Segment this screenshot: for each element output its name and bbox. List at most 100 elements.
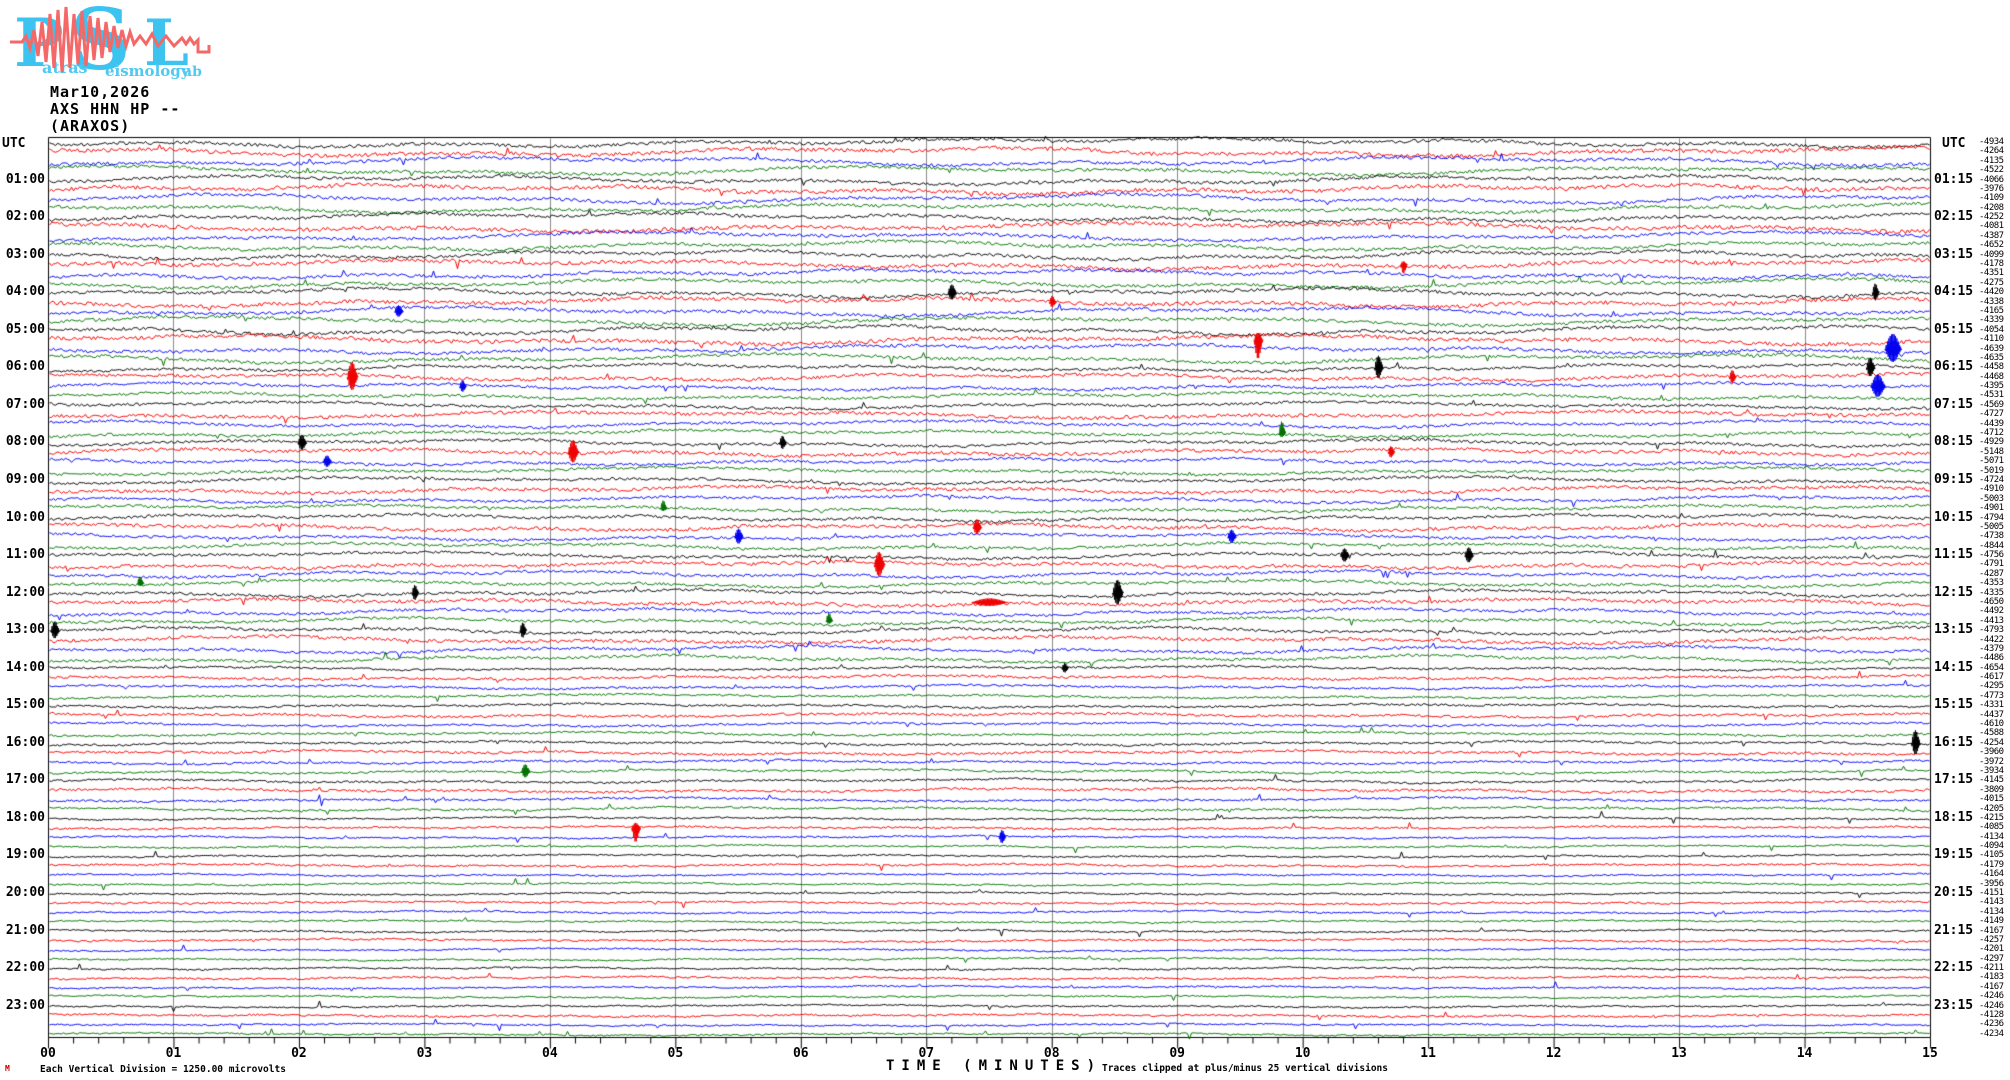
trace-offset-value: -4183 [1979, 972, 2004, 983]
trace-offset-value: -4252 [1979, 212, 2004, 223]
right-time-label: 01:15 [1934, 171, 1974, 187]
right-time-label: 16:15 [1934, 734, 1974, 750]
minute-label: 07 [918, 1046, 935, 1061]
trace-offset-value: -5005 [1979, 521, 2004, 532]
trace-offset-value: -4791 [1979, 559, 2004, 570]
scale-note: Each Vertical Division = 1250.00 microvo… [40, 1064, 286, 1075]
trace-offset-value: -4522 [1979, 165, 2004, 176]
trace-offset-value: -4588 [1979, 728, 2004, 739]
trace-offset-value: -4486 [1979, 653, 2004, 664]
trace-offset-value: -4081 [1979, 221, 2004, 232]
trace-offset-value: -4351 [1979, 268, 2004, 279]
trace-offset-value: -4164 [1979, 869, 2004, 880]
minute-label: 12 [1545, 1046, 1562, 1061]
trace-offset-value: -4105 [1979, 850, 2004, 861]
trace-offset-value: -4094 [1979, 841, 2004, 852]
minute-label: 08 [1043, 1046, 1060, 1061]
right-time-label: 17:15 [1934, 772, 1974, 788]
trace-offset-value: -4234 [1979, 1028, 2004, 1039]
trace-offset-value: -4844 [1979, 540, 2004, 551]
left-time-label: 01:00 [5, 171, 45, 187]
trace-offset-value: -4794 [1979, 512, 2004, 523]
trace-offset-value: -4773 [1979, 690, 2004, 701]
left-time-label: 02:00 [5, 209, 45, 225]
minute-label: 06 [792, 1046, 809, 1061]
right-time-label: 06:15 [1934, 359, 1974, 375]
trace-offset-value: -4151 [1979, 888, 2004, 898]
trace-offset-value: -5071 [1979, 456, 2004, 467]
left-time-label: 12:00 [5, 584, 45, 600]
right-time-label: 14:15 [1934, 659, 1974, 675]
trace-offset-value: -4215 [1979, 812, 2004, 823]
trace-offset-value: -3972 [1979, 756, 2004, 767]
trace-offset-value: -4387 [1979, 230, 2004, 241]
left-time-label: 23:00 [5, 997, 45, 1013]
right-time-label: 02:15 [1934, 209, 1974, 225]
left-time-label: 21:00 [5, 922, 45, 938]
header-channel: AXS HHN HP -- [50, 100, 181, 118]
header-station: (ARAXOS) [50, 117, 131, 135]
left-time-label: 19:00 [5, 847, 45, 863]
trace-offset-value: -4756 [1979, 550, 2004, 561]
right-time-label: 10:15 [1934, 509, 1974, 525]
trace-offset-value: -4395 [1979, 381, 2004, 392]
trace-offset-value: -4287 [1979, 568, 2004, 579]
trace-offset-value: -4458 [1979, 362, 2004, 373]
left-time-label: 03:00 [5, 246, 45, 262]
trace-offset-value: -5019 [1979, 465, 2004, 476]
trace-offset-value: -3976 [1979, 183, 2004, 194]
left-time-label: 06:00 [5, 359, 45, 375]
trace-offset-value: -4297 [1979, 953, 2004, 964]
trace-offset-value: -4205 [1979, 803, 2004, 814]
trace-offset-value: -4610 [1979, 719, 2004, 730]
left-time-label: 20:00 [5, 885, 45, 900]
right-time-label: 13:15 [1934, 622, 1974, 638]
trace-offset-value: -4335 [1979, 587, 2004, 598]
trace-offset-value: -4109 [1979, 193, 2004, 204]
right-time-label: 05:15 [1934, 321, 1974, 337]
trace-offset-value: -4437 [1979, 709, 2004, 720]
header-date: Mar10,2026 [50, 83, 151, 101]
logo-word-eismology: eismology [105, 62, 190, 80]
trace-offset-value: -4179 [1979, 859, 2004, 870]
left-time-label: 16:00 [5, 734, 45, 750]
left-time-label: 05:00 [5, 321, 45, 337]
trace-offset-value: -4201 [1979, 944, 2004, 955]
right-time-label: 22:15 [1934, 960, 1974, 976]
trace-offset-value: -4134 [1979, 906, 2004, 917]
left-time-label: 18:00 [5, 809, 45, 825]
trace-offset-value: -4134 [1979, 831, 2004, 842]
trace-offset-value: -3809 [1979, 784, 2004, 795]
psl-logo: P S L atras eismology ab [8, 0, 213, 89]
trace-offset-value: -4929 [1979, 437, 2004, 448]
trace-offset-value: -4724 [1979, 474, 2004, 485]
trace-offset-value: -4338 [1979, 296, 2004, 307]
right-time-label: 09:15 [1934, 471, 1974, 487]
trace-offset-value: -4165 [1979, 305, 2004, 316]
trace-offset-value: -4054 [1979, 324, 2004, 335]
trace-offset-value: -4135 [1979, 155, 2004, 166]
logo-seismic-wave-icon [10, 6, 211, 73]
trace-offset-value: -4652 [1979, 240, 2004, 251]
minute-label: 13 [1671, 1046, 1687, 1061]
trace-offset-value: -5148 [1979, 446, 2004, 457]
minute-label: 01 [165, 1046, 182, 1061]
header-block: Mar10,2026 AXS HHN HP -- (ARAXOS) [50, 84, 180, 135]
trace-offset-value: -4353 [1979, 578, 2004, 589]
trace-offset-value: -4178 [1979, 259, 2004, 270]
trace-offset-value: -4257 [1979, 934, 2004, 945]
trace-offset-value: -4712 [1979, 428, 2004, 438]
minute-label: 15 [1922, 1046, 1938, 1061]
trace-offset-value: -4910 [1979, 484, 2004, 495]
minute-label: 14 [1796, 1046, 1813, 1061]
right-time-label: 20:15 [1934, 885, 1974, 900]
trace-offset-value: -4422 [1979, 634, 2004, 645]
trace-offset-value: -4275 [1979, 277, 2004, 288]
left-time-label: 07:00 [5, 396, 45, 412]
trace-offset-value: -4066 [1979, 174, 2004, 185]
trace-offset-value: -4208 [1979, 202, 2004, 213]
minute-label: 11 [1420, 1046, 1436, 1061]
right-time-label: 23:15 [1934, 997, 1974, 1013]
